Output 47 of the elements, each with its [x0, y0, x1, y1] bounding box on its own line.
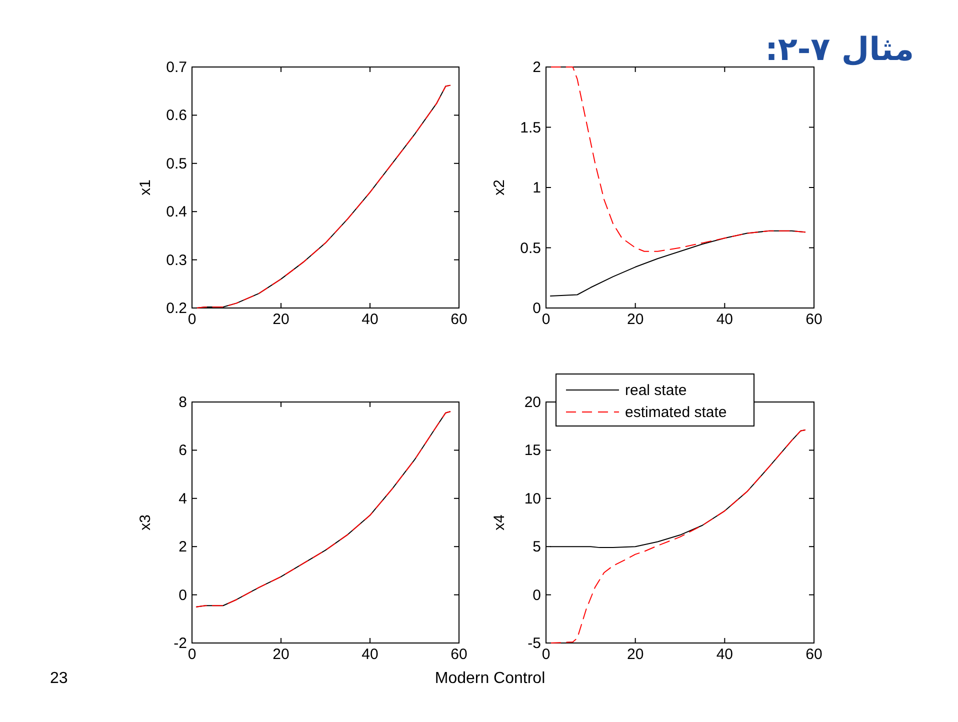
y-axis-title: x2	[491, 180, 508, 196]
x-tick-label: 40	[716, 311, 734, 328]
text: Modern Control	[434, 670, 546, 688]
y-tick-label: 0.6	[166, 107, 187, 124]
x-tick-label: 20	[626, 646, 644, 663]
y-tick-label: 0.7	[166, 59, 187, 76]
y-axis-title: x1	[137, 180, 154, 196]
line-series	[196, 411, 451, 608]
y-tick-label: 15	[524, 442, 541, 460]
y-tick-label: 4	[178, 490, 187, 508]
y-tick-label: 20	[524, 394, 541, 411]
y-tick-label: 1	[532, 180, 541, 196]
x-tick-label: 40	[362, 646, 378, 663]
x-tick-label: 40	[362, 311, 378, 328]
x-tick-label: 20	[626, 311, 644, 328]
x-tick-label: 60	[450, 646, 468, 663]
line-series	[550, 66, 806, 252]
y-tick-label: 0.5	[166, 155, 187, 172]
x-tick-label: 60	[450, 311, 468, 328]
legend-label: estimated state	[625, 404, 727, 421]
y-tick-label: 0.5	[520, 240, 541, 257]
chart-title: مثال ۷-۲:	[765, 30, 914, 68]
y-tick-label: 2	[178, 538, 187, 556]
y-tick-label: -2	[174, 635, 187, 652]
y-axis-title: x4	[491, 514, 508, 530]
y-tick-label: 0	[532, 300, 541, 317]
y-tick-label: 10	[524, 490, 541, 508]
y-tick-label: 0	[532, 586, 541, 604]
y-tick-label: 0.4	[166, 204, 187, 221]
y-tick-label: 0.3	[166, 252, 187, 269]
legend-label: real state	[625, 382, 687, 399]
y-tick-label: 6	[178, 442, 187, 460]
y-tick-label: 8	[178, 394, 187, 411]
y-tick-label: 0	[178, 586, 187, 604]
x-tick-label: 20	[272, 311, 290, 328]
y-tick-label: 2	[532, 59, 541, 76]
y-tick-label: 0.2	[166, 300, 187, 317]
y-tick-label: 5	[532, 538, 541, 556]
x-tick-label: 60	[806, 311, 822, 328]
x-tick-label: 40	[716, 646, 734, 663]
y-axis-title: x3	[137, 514, 154, 530]
y-tick-label: -5	[528, 635, 541, 652]
y-tick-label: 1.5	[520, 119, 541, 136]
x-tick-label: 60	[806, 646, 822, 663]
x-tick-label: 20	[272, 646, 290, 663]
text: 23	[50, 670, 68, 688]
line-series	[550, 429, 806, 644]
